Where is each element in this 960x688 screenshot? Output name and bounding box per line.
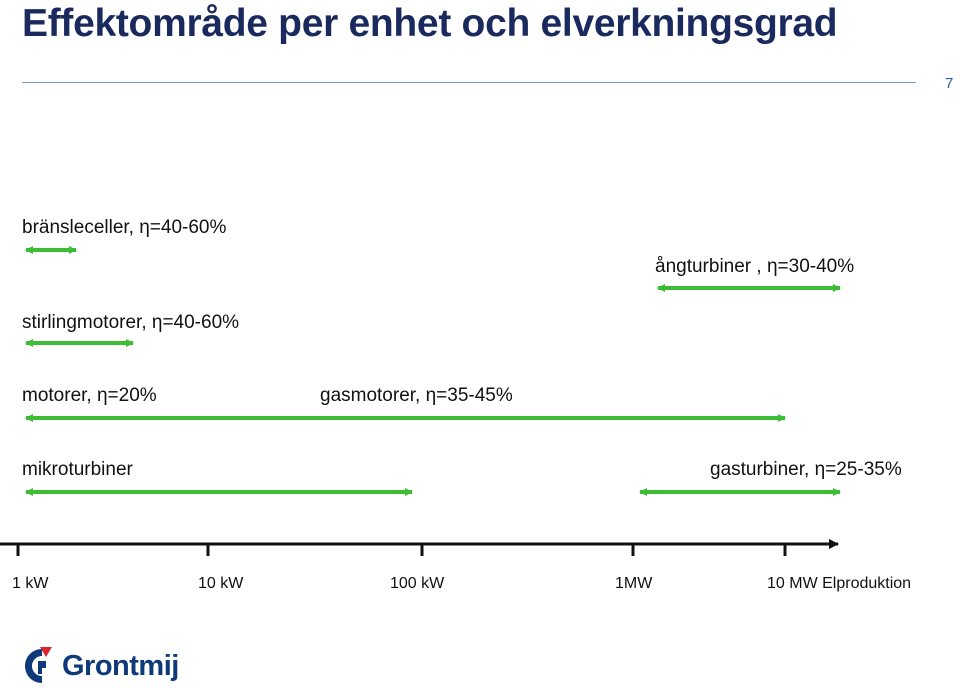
axis-label-1kw: 1 kW (12, 575, 49, 592)
range-label-mikroturbiner: mikroturbiner (22, 459, 134, 480)
range-label-bransleceller: bränsleceller, η=40-60% (22, 217, 226, 238)
grontmij-logo-mark-icon (25, 647, 52, 683)
axis-label-100kw: 100 kW (390, 575, 445, 592)
title-divider (22, 82, 916, 83)
axis-label-10kw: 10 kW (198, 575, 244, 592)
range-label-gasturbiner: gasturbiner, η=25-35% (710, 459, 902, 480)
range-label-motorer: motorer, η=20% (22, 385, 157, 406)
range-label-stirlingmotorer: stirlingmotorer, η=40-60% (22, 312, 239, 333)
range-label-angturbiner: ångturbiner , η=30-40% (655, 256, 854, 277)
page-number: 7 (945, 75, 954, 92)
grontmij-logo: Grontmij (22, 644, 179, 688)
range-label-gasmotorer: gasmotorer, η=35-45% (320, 385, 513, 406)
power-range-diagram: bränsleceller, η=40-60% ångturbiner , η=… (0, 217, 911, 592)
axis-label-1mw: 1MW (615, 575, 653, 592)
page-title: Effektområde per enhet och elverkningsgr… (22, 2, 838, 45)
logo-wordmark: Grontmij (62, 649, 179, 682)
axis-label-10mw-elproduktion: 10 MW Elproduktion (767, 575, 911, 592)
